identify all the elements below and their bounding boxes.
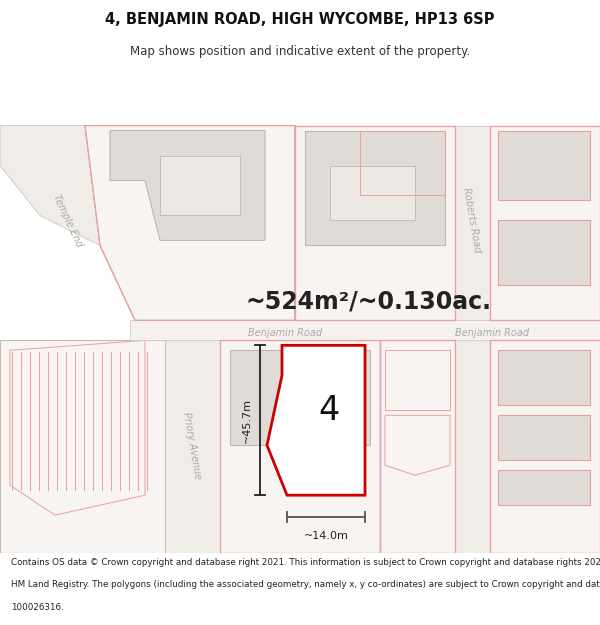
Text: Benjamin Road: Benjamin Road <box>248 328 322 338</box>
Polygon shape <box>455 126 490 321</box>
Polygon shape <box>330 166 415 221</box>
Polygon shape <box>130 321 600 341</box>
Polygon shape <box>455 341 490 553</box>
Text: Map shows position and indicative extent of the property.: Map shows position and indicative extent… <box>130 45 470 58</box>
Polygon shape <box>498 415 590 460</box>
Text: Contains OS data © Crown copyright and database right 2021. This information is : Contains OS data © Crown copyright and d… <box>11 558 600 567</box>
Text: 4, BENJAMIN ROAD, HIGH WYCOMBE, HP13 6SP: 4, BENJAMIN ROAD, HIGH WYCOMBE, HP13 6SP <box>105 12 495 27</box>
Polygon shape <box>490 126 600 321</box>
Polygon shape <box>490 341 600 553</box>
Polygon shape <box>498 221 590 286</box>
Polygon shape <box>0 66 600 553</box>
Polygon shape <box>160 156 240 216</box>
Text: ~524m²/~0.130ac.: ~524m²/~0.130ac. <box>245 289 491 313</box>
Polygon shape <box>220 341 380 553</box>
Polygon shape <box>85 126 295 321</box>
Polygon shape <box>85 126 175 321</box>
Polygon shape <box>230 351 370 445</box>
Polygon shape <box>110 131 265 241</box>
Polygon shape <box>380 341 455 553</box>
Text: ~45.7m: ~45.7m <box>242 398 252 442</box>
Text: 100026316.: 100026316. <box>11 604 64 612</box>
Polygon shape <box>305 131 445 246</box>
Polygon shape <box>0 341 165 553</box>
Text: ~14.0m: ~14.0m <box>304 531 349 541</box>
Polygon shape <box>498 470 590 505</box>
Polygon shape <box>10 341 145 515</box>
Text: HM Land Registry. The polygons (including the associated geometry, namely x, y c: HM Land Registry. The polygons (includin… <box>11 581 600 589</box>
Polygon shape <box>498 131 590 201</box>
Text: 4: 4 <box>318 394 339 427</box>
Text: Roberts Road: Roberts Road <box>461 187 482 254</box>
Polygon shape <box>165 341 220 553</box>
Text: Priory Avenue: Priory Avenue <box>181 411 203 479</box>
Polygon shape <box>267 346 365 495</box>
Text: Benjamin Road: Benjamin Road <box>455 328 529 338</box>
Text: Temple End: Temple End <box>52 192 85 248</box>
Polygon shape <box>0 126 130 246</box>
Polygon shape <box>295 126 455 321</box>
Polygon shape <box>498 351 590 405</box>
